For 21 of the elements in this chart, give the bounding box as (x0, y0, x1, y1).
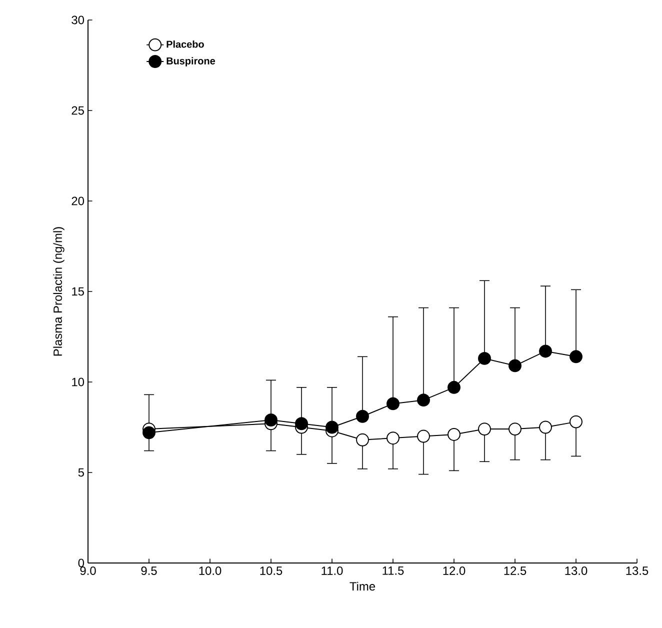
y-axis-title: Plasma Prolactin (ng/ml) (53, 227, 64, 356)
legend-label: Placebo (166, 40, 204, 48)
x-tick-label: 12.0 (443, 566, 466, 575)
y-tick-label: 10 (72, 378, 84, 386)
x-tick-label: 10.5 (260, 566, 282, 575)
y-tick-label: 25 (72, 106, 84, 115)
y-tick-label: 5 (78, 468, 84, 477)
y-tick-label: 30 (72, 16, 84, 24)
x-tick-label: 10.0 (199, 566, 222, 575)
x-tick-label: 13.0 (565, 566, 588, 575)
x-axis-title: Time (350, 582, 376, 591)
legend-label: Buspirone (166, 57, 216, 66)
x-tick-label: 11.0 (322, 566, 343, 575)
x-tick-label: 12.5 (504, 566, 526, 575)
x-tick-label: 9.5 (141, 566, 157, 575)
y-tick-label: 15 (72, 287, 84, 296)
x-tick-label: 13.5 (626, 566, 648, 575)
y-tick-label: 0 (78, 558, 84, 568)
x-tick-label: 11.5 (382, 566, 404, 575)
x-tick-label: 9.0 (80, 566, 96, 575)
y-tick-label: 20 (72, 196, 84, 206)
